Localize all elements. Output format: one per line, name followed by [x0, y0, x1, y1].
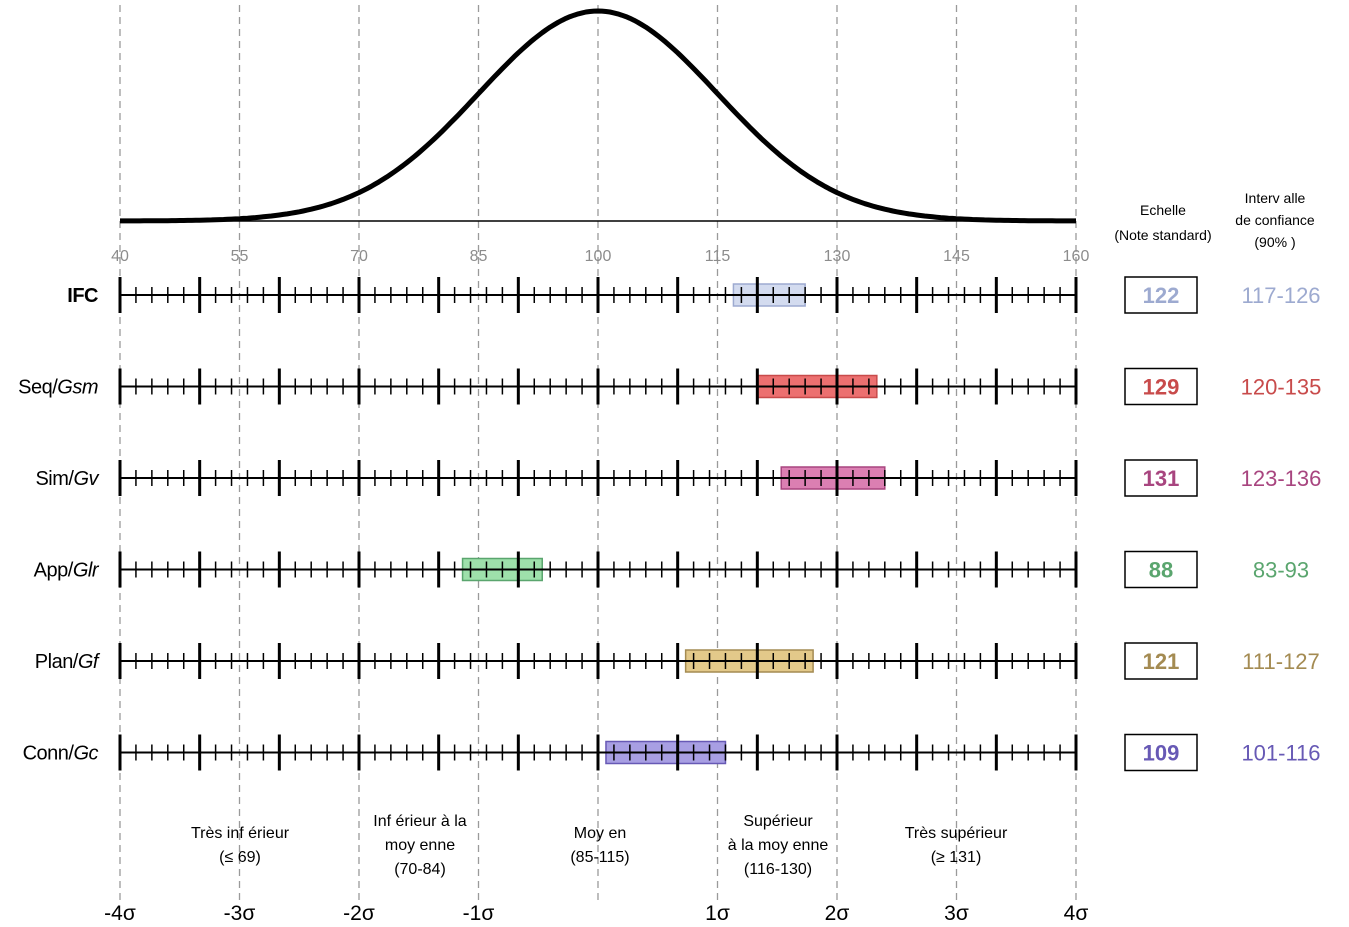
score-tick-label-115: 115	[705, 248, 731, 265]
sigma-label: -1σ	[463, 902, 495, 925]
row-label-italic: Glr	[73, 560, 100, 582]
category-label: Supérieur à la moy enne (116-130)	[728, 813, 829, 878]
score-tick-label-130: 130	[824, 248, 851, 265]
score-row: Plan/Gf 121 111-127	[35, 642, 1320, 680]
column-headers: Echelle (Note standard) Interv alle de c…	[1114, 190, 1315, 250]
score-value: 109	[1143, 741, 1180, 766]
header-scale-line2: (Note standard)	[1114, 227, 1211, 243]
header-ci-line3: (90% )	[1254, 234, 1295, 250]
confidence-interval-text: 111-127	[1242, 649, 1319, 674]
score-box	[1124, 733, 1198, 772]
score-box	[1124, 550, 1198, 589]
category-label: Très supérieur (≥ 131)	[905, 825, 1008, 866]
row-label-main: IFC	[67, 285, 98, 307]
row-label-main: Seq/	[18, 377, 58, 399]
score-tick-label-55: 55	[231, 248, 249, 265]
score-row: App/Glr 88 83-93	[34, 550, 1309, 589]
score-row: Conn/Gc 109 101-116	[23, 733, 1321, 772]
category-label-line: (70-84)	[394, 861, 446, 878]
category-label: Très inf érieur (≤ 69)	[191, 825, 290, 866]
sigma-label: 3σ	[944, 902, 969, 925]
confidence-interval-text: 101-116	[1241, 741, 1320, 766]
normal-curve	[120, 8, 1076, 224]
row-label-main: App/	[34, 560, 74, 582]
header-ci-line2: de confiance	[1235, 212, 1315, 228]
category-label: Moy en (85-115)	[570, 825, 629, 866]
score-tick-labels: 40 55 70 85 100 115 130 145 160	[111, 248, 1089, 265]
row-label-italic: Gsm	[57, 377, 98, 399]
score-tick-label-100: 100	[585, 248, 612, 265]
row-label-main: Plan/	[35, 651, 79, 673]
category-label-line: (≥ 131)	[931, 849, 982, 866]
score-value: 131	[1143, 466, 1180, 491]
row-label: IFC	[67, 285, 98, 307]
score-row: IFC 122 117-126	[67, 276, 1321, 314]
category-label-line: Très inf érieur	[191, 825, 290, 842]
score-value: 88	[1149, 558, 1173, 583]
row-label: App/Glr	[34, 560, 100, 582]
row-label: Sim/Gv	[35, 468, 99, 490]
grid-lines	[119, 5, 1077, 905]
category-label-line: à la moy enne	[728, 837, 829, 854]
row-label-main: Sim/	[35, 468, 74, 490]
category-label-line: (85-115)	[570, 849, 629, 866]
category-label-line: Très supérieur	[905, 825, 1008, 842]
confidence-interval-text: 83-93	[1253, 558, 1309, 583]
sigma-label: -4σ	[104, 902, 136, 925]
score-box	[1124, 276, 1198, 314]
category-label-line: (116-130)	[744, 861, 812, 878]
row-label: Seq/Gsm	[18, 377, 98, 399]
curve-line	[120, 8, 1076, 224]
row-label: Plan/Gf	[35, 651, 101, 673]
category-label-line: moy enne	[385, 837, 455, 854]
score-box	[1124, 367, 1198, 406]
score-rows: IFC 122 117-126 Seq/Gsm 129 120-135 Sim/Gv 131 1…	[18, 276, 1322, 772]
sigma-labels: -4σ -3σ -2σ -1σ 1σ 2σ 3σ 4σ	[104, 902, 1088, 925]
row-label-italic: Gv	[73, 468, 99, 490]
sigma-label: 1σ	[705, 902, 730, 925]
score-tick-label-160: 160	[1063, 248, 1090, 265]
score-tick-label-70: 70	[350, 248, 368, 265]
row-label-italic: Gc	[73, 743, 98, 765]
category-label-line: (≤ 69)	[219, 849, 261, 866]
row-label: Conn/Gc	[23, 743, 99, 765]
header-ci-line1: Interv alle	[1245, 190, 1306, 206]
header-scale-line1: Echelle	[1140, 202, 1186, 218]
category-label: Inf érieur à la moy enne (70-84)	[373, 813, 466, 878]
category-labels: Très inf érieur (≤ 69) Inf érieur à la moy …	[191, 813, 1008, 878]
score-value: 122	[1143, 283, 1180, 308]
score-row: Sim/Gv 131 123-136	[35, 459, 1322, 497]
row-label-italic: Gf	[78, 651, 101, 673]
score-tick-label-40: 40	[111, 248, 129, 265]
score-row: Seq/Gsm 129 120-135	[18, 367, 1322, 406]
score-tick-label-145: 145	[943, 248, 970, 265]
category-label-line: Inf érieur à la	[373, 813, 466, 830]
sigma-label: 4σ	[1064, 902, 1089, 925]
sigma-label: 2σ	[825, 902, 850, 925]
sigma-label: -2σ	[343, 902, 375, 925]
confidence-interval-text: 117-126	[1241, 283, 1320, 308]
row-label-main: Conn/	[23, 743, 75, 765]
score-value: 129	[1143, 375, 1180, 400]
score-box	[1124, 459, 1198, 497]
category-label-line: Supérieur	[743, 813, 813, 830]
score-tick-label-85: 85	[470, 248, 488, 265]
confidence-interval-text: 123-136	[1241, 466, 1322, 491]
score-value: 121	[1143, 649, 1180, 674]
sigma-label: -3σ	[224, 902, 256, 925]
score-box	[1124, 642, 1198, 680]
category-label-line: Moy en	[574, 825, 626, 842]
confidence-interval-text: 120-135	[1241, 375, 1322, 400]
